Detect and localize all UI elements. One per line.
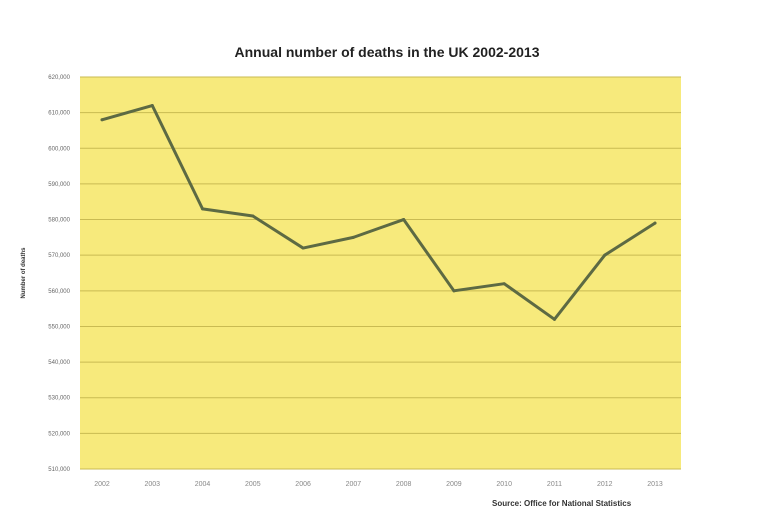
x-tick-label: 2012 [597,481,613,488]
y-tick-labels: 510,000 520,000 530,000 540,000 550,000 560,0… [48,75,70,473]
data-point [653,221,657,225]
data-point [452,289,456,293]
y-tick-label: 570,000 [48,253,70,259]
x-tick-label: 2009 [446,481,462,488]
x-tick-label: 2008 [396,481,412,488]
y-tick-label: 520,000 [48,431,70,437]
y-tick-label: 530,000 [48,396,70,402]
y-tick-label: 620,000 [48,75,70,81]
data-point [402,218,406,222]
x-tick-labels: 2002 2003 2004 2005 2006 2007 2008 2009 2010 2011… [94,481,663,488]
y-tick-label: 610,000 [48,111,70,117]
x-tick-label: 2004 [195,481,211,488]
y-tick-label: 540,000 [48,360,70,366]
plot-area [80,77,681,469]
x-tick-label: 2005 [245,481,261,488]
data-point [100,118,104,122]
y-tick-label: 510,000 [48,467,70,473]
data-point [201,207,205,211]
y-axis-label: Number of deaths [21,247,27,299]
data-point [251,214,255,218]
x-tick-label: 2010 [496,481,512,488]
data-point [150,104,154,108]
y-tick-label: 590,000 [48,182,70,188]
data-point [603,253,607,257]
x-tick-label: 2011 [547,481,562,488]
x-tick-label: 2006 [295,481,311,488]
data-point [301,246,305,250]
x-tick-label: 2007 [346,481,362,488]
data-point [502,282,506,286]
series-points [100,104,657,321]
x-tick-label: 2013 [647,481,663,488]
y-tick-label: 600,000 [48,146,70,152]
y-tick-label: 580,000 [48,218,70,224]
data-point [552,317,556,321]
x-tick-label: 2002 [94,481,110,488]
data-point [351,235,355,239]
x-tick-label: 2003 [144,481,160,488]
series-line [100,104,657,321]
y-tick-label: 560,000 [48,289,70,295]
source-note: Source: Office for National Statistics [492,499,632,508]
y-tick-label: 550,000 [48,324,70,330]
gridlines [80,76,681,470]
chart-title: Annual number of deaths in the UK 2002-2… [235,44,540,60]
